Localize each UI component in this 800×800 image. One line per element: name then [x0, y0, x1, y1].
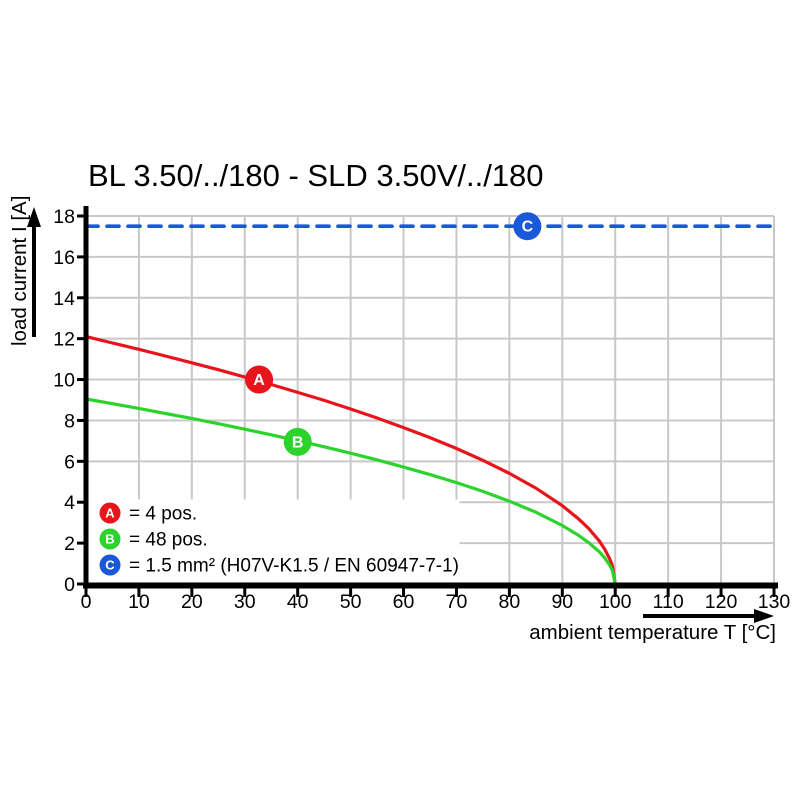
curves-group [84, 224, 776, 586]
x-tick-label: 70 [446, 591, 468, 613]
y-tick-label: 2 [64, 533, 75, 555]
x-axis-arrow-icon [643, 609, 774, 623]
legend-letter-C: C [105, 558, 115, 573]
ticks-group: 0 10 20 30 40 50 60 70 80 90 100 110 120 130 0 2 4 6 8 10 12… [53, 206, 790, 613]
x-tick-label: 0 [81, 591, 92, 613]
y-tick-label: 10 [53, 370, 75, 392]
y-tick-label: 18 [53, 206, 75, 228]
x-tick-label: 50 [340, 591, 362, 613]
marker-A-letter: A [253, 372, 265, 389]
x-tick-label: 110 [653, 591, 684, 613]
x-tick-label: 80 [499, 591, 521, 613]
y-tick-label: 4 [64, 492, 75, 514]
y-tick-label: 6 [64, 451, 75, 473]
chart-title: BL 3.50/../180 - SLD 3.50V/../180 [88, 158, 544, 193]
x-tick-label: 30 [234, 591, 256, 613]
x-tick-label: 60 [393, 591, 415, 613]
x-tick-label: 40 [287, 591, 309, 613]
marker-B-letter: B [292, 434, 304, 451]
legend-label-A: = 4 pos. [129, 504, 197, 525]
x-axis-title: ambient temperature T [°C] [529, 621, 776, 644]
legend-box [86, 499, 460, 584]
marker-B-circle [283, 427, 312, 456]
legend-label-B: = 48 pos. [129, 530, 208, 551]
curve-B [84, 397, 617, 586]
y-tick-label: 16 [53, 247, 75, 269]
x-tick-label: 10 [128, 591, 150, 613]
legend-letter-A: A [105, 506, 115, 521]
marker-A-circle [245, 365, 274, 394]
x-tick-label: 90 [551, 591, 573, 613]
x-tick-label: 120 [705, 591, 738, 613]
x-tick-label: 100 [599, 591, 632, 613]
curve-A [84, 335, 617, 586]
curve-markers-group: A B C [245, 212, 542, 456]
y-tick-label: 8 [64, 410, 75, 432]
x-tick-label: 130 [758, 591, 791, 613]
axes-group [83, 206, 778, 589]
y-tick-label: 14 [53, 288, 75, 310]
y-axis-title: load current I [A] [8, 196, 31, 346]
x-tick-label: 20 [181, 591, 203, 613]
y-tick-label: 0 [64, 574, 75, 596]
legend-swatch-B [99, 528, 121, 550]
legend-items-group: A = 4 pos. B = 48 pos. C = 1.5 mm² (H07V-K1.5… [99, 502, 459, 577]
y-tick-label: 12 [53, 329, 75, 351]
legend-box-group [86, 499, 460, 584]
legend-swatch-A [99, 502, 121, 524]
marker-C-circle [513, 212, 542, 241]
marker-C-letter: C [522, 219, 534, 236]
legend-label-C: = 1.5 mm² (H07V-K1.5 / EN 60947-7-1) [129, 556, 459, 577]
y-axis-arrow-icon [27, 207, 41, 337]
legend-swatch-C [99, 554, 121, 576]
legend-letter-B: B [105, 532, 114, 547]
